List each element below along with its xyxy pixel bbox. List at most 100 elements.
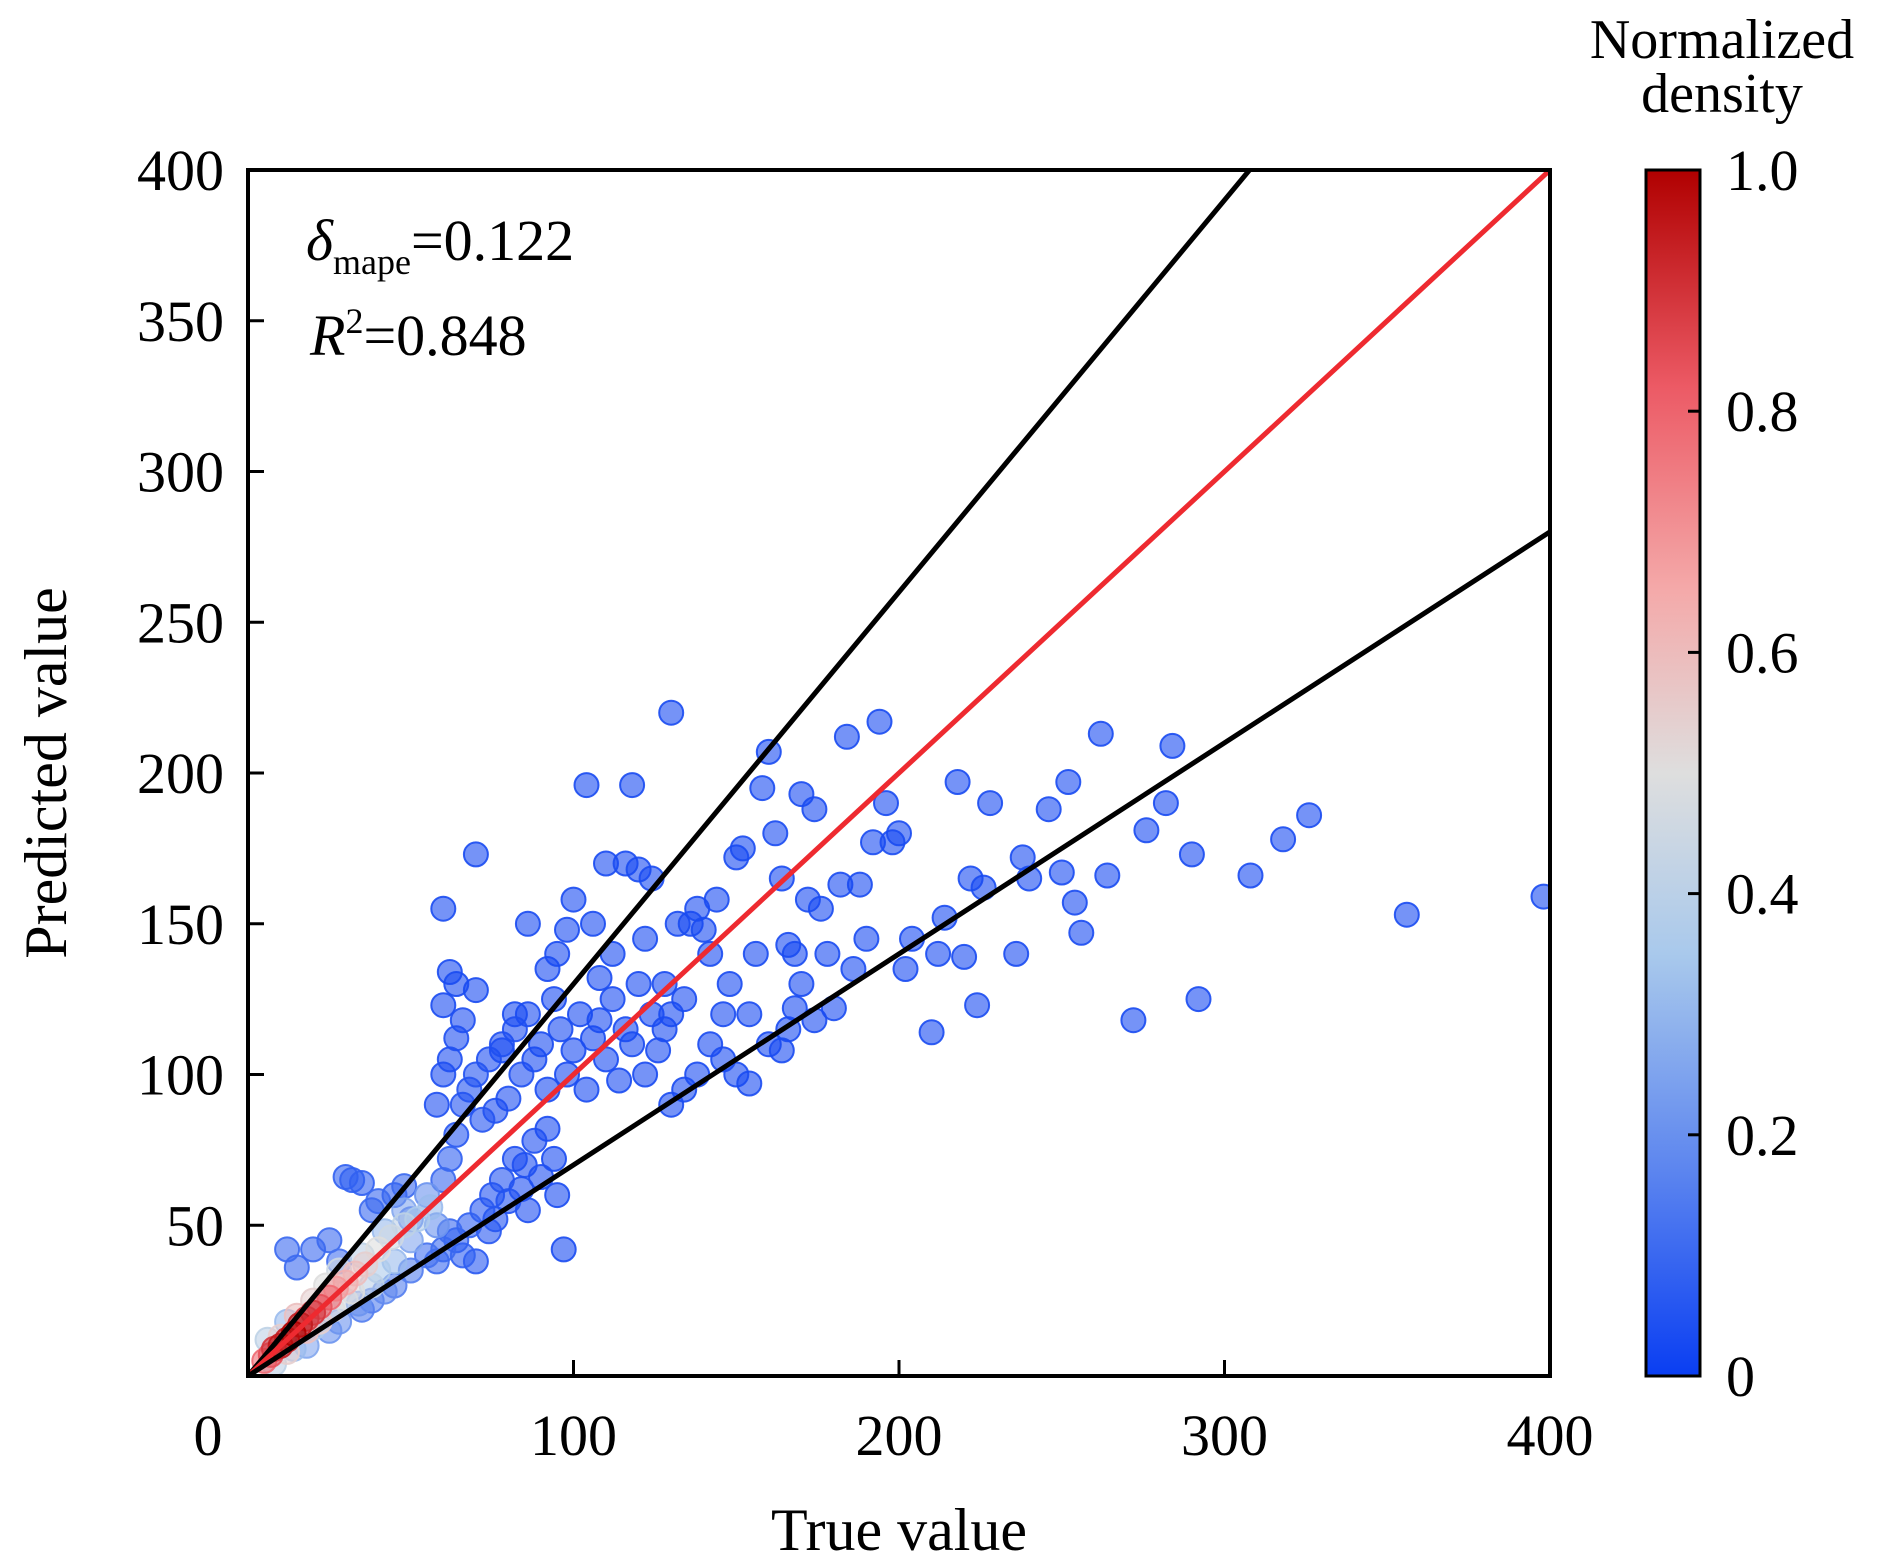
data-point bbox=[964, 992, 991, 1019]
data-point bbox=[586, 1007, 613, 1034]
data-point bbox=[977, 790, 1004, 817]
data-point bbox=[710, 1001, 737, 1028]
data-point bbox=[316, 1227, 343, 1254]
data-point bbox=[1159, 732, 1186, 759]
data-point bbox=[651, 971, 678, 997]
data-point bbox=[469, 1106, 496, 1133]
r2-annotation: R2=0.848 bbox=[309, 301, 527, 368]
y-tick-label: 400 bbox=[137, 138, 224, 203]
data-point bbox=[814, 940, 841, 967]
colorbar-tick-label: 1.0 bbox=[1726, 138, 1799, 203]
data-point bbox=[423, 1091, 450, 1118]
data-point bbox=[736, 1001, 763, 1028]
data-point bbox=[853, 925, 880, 952]
reference-line-2 bbox=[248, 170, 1550, 1376]
data-point bbox=[550, 1236, 577, 1263]
data-point bbox=[697, 940, 724, 967]
data-point bbox=[573, 772, 600, 799]
data-point bbox=[632, 1061, 659, 1088]
data-point bbox=[541, 1145, 567, 1172]
data-point bbox=[1133, 817, 1160, 844]
data-point bbox=[1055, 769, 1082, 795]
data-point bbox=[1530, 883, 1550, 910]
data-point bbox=[671, 986, 698, 1013]
colorbar-title-line2: density bbox=[1641, 63, 1803, 125]
data-point bbox=[749, 775, 776, 802]
data-point bbox=[560, 886, 587, 913]
data-point bbox=[599, 986, 626, 1013]
reference-line-3 bbox=[248, 529, 1550, 1376]
data-point bbox=[873, 790, 899, 817]
data-point bbox=[1120, 1007, 1147, 1034]
data-point bbox=[1178, 841, 1205, 868]
data-point bbox=[544, 940, 571, 967]
data-point bbox=[1152, 790, 1179, 817]
colorbar-ticks: 0 0.2 0.4 0.6 0.8 1.0 bbox=[1688, 138, 1799, 1409]
y-tick-label: 250 bbox=[137, 590, 224, 655]
data-point bbox=[951, 943, 978, 970]
y-axis-title: Predicted value bbox=[13, 587, 79, 959]
colorbar-tick-label: 0.2 bbox=[1726, 1103, 1799, 1168]
data-point bbox=[944, 769, 971, 795]
data-point bbox=[1087, 720, 1114, 747]
data-point bbox=[554, 1061, 580, 1088]
data-point bbox=[528, 1031, 554, 1058]
data-point bbox=[1035, 796, 1062, 823]
data-point bbox=[807, 895, 834, 922]
data-point bbox=[788, 971, 815, 997]
data-point bbox=[833, 723, 860, 750]
data-point bbox=[1393, 901, 1420, 928]
data-point bbox=[918, 1019, 945, 1046]
y-axis-ticks: 50 100 150 200 250 300 350 400 bbox=[137, 138, 264, 1258]
data-point bbox=[925, 940, 952, 967]
y-tick-label: 200 bbox=[137, 741, 224, 806]
data-point bbox=[619, 772, 646, 799]
data-point bbox=[462, 841, 489, 868]
data-point bbox=[586, 965, 613, 991]
data-point bbox=[547, 1016, 574, 1043]
colorbar-tick-label: 0 bbox=[1726, 1344, 1755, 1409]
data-point bbox=[619, 1031, 646, 1058]
reference-line-1 bbox=[248, 170, 1252, 1376]
data-point bbox=[348, 1170, 375, 1196]
data-point bbox=[508, 1061, 535, 1088]
data-point bbox=[729, 835, 756, 862]
data-point bbox=[781, 940, 808, 967]
data-point bbox=[606, 1067, 633, 1094]
x-tick-label: 200 bbox=[856, 1403, 943, 1468]
data-point bbox=[521, 1127, 548, 1154]
data-point bbox=[886, 820, 912, 847]
x-tick-label: 100 bbox=[530, 1403, 617, 1468]
y-tick-label: 150 bbox=[137, 892, 224, 957]
data-point bbox=[495, 1085, 522, 1112]
data-point bbox=[430, 895, 457, 922]
colorbar-tick-label: 0.4 bbox=[1726, 862, 1799, 927]
data-point bbox=[1003, 940, 1030, 967]
data-point bbox=[846, 871, 873, 898]
data-point bbox=[658, 699, 685, 726]
data-point bbox=[801, 796, 828, 823]
mape-annotation: δmape=0.122 bbox=[306, 208, 574, 282]
colorbar-tick-label: 0.6 bbox=[1726, 620, 1799, 685]
data-point bbox=[462, 977, 489, 1004]
data-point bbox=[449, 1007, 476, 1034]
data-point bbox=[573, 1076, 600, 1103]
data-point bbox=[742, 940, 769, 967]
data-point bbox=[1061, 889, 1088, 916]
data-point bbox=[703, 886, 730, 913]
data-point bbox=[1237, 862, 1264, 889]
y-tick-label: 50 bbox=[166, 1193, 224, 1258]
x-tick-label: 400 bbox=[1507, 1403, 1594, 1468]
data-point bbox=[274, 1236, 301, 1263]
y-tick-label: 300 bbox=[137, 440, 224, 505]
x-axis-ticks: 0 100 200 300 400 bbox=[194, 1360, 1594, 1468]
data-point bbox=[1048, 859, 1075, 886]
reference-lines bbox=[248, 170, 1550, 1376]
data-point bbox=[1068, 919, 1095, 946]
data-point bbox=[690, 916, 717, 943]
colorbar-tick-label: 0.8 bbox=[1726, 379, 1799, 444]
data-point bbox=[560, 1037, 587, 1064]
data-point bbox=[892, 956, 919, 982]
data-point bbox=[501, 1016, 528, 1043]
